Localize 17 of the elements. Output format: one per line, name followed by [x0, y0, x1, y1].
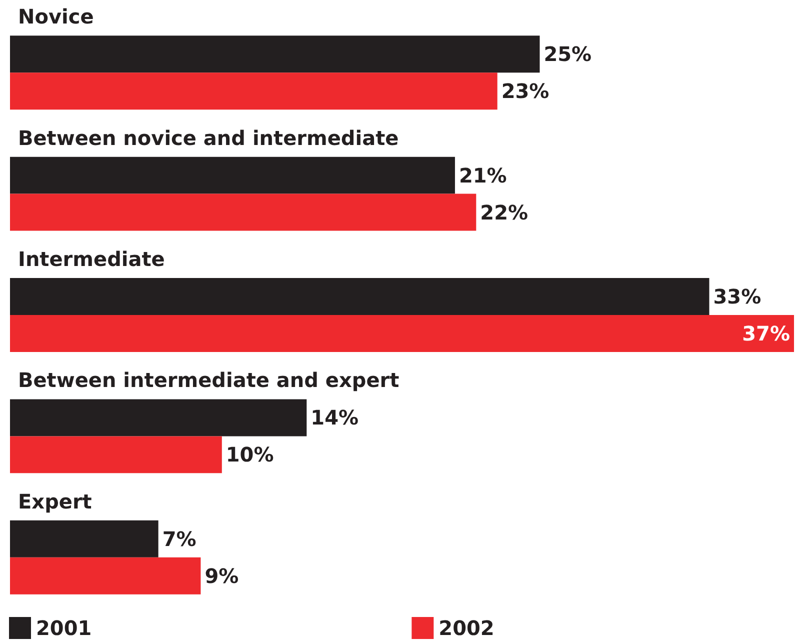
data-label: 23%	[501, 79, 550, 104]
data-label: 37%	[742, 321, 790, 346]
data-label: 14%	[310, 406, 359, 430]
y-tick-label: Novice	[18, 4, 94, 29]
data-label: 22%	[480, 200, 528, 224]
data-label: 25%	[544, 42, 592, 66]
data-label: 7%	[162, 526, 196, 551]
data-label: 10%	[226, 442, 274, 467]
data-label: 9%	[204, 564, 239, 588]
y-tick-label: Expert	[18, 489, 92, 514]
legend-label: 2002	[438, 616, 494, 640]
y-tick-label: Between novice and intermediate	[18, 126, 399, 150]
data-label: 33%	[713, 284, 762, 309]
y-tick-label: Intermediate	[18, 247, 165, 271]
data-label: 21%	[458, 163, 507, 188]
y-tick-label: Between intermediate and expert	[18, 368, 400, 392]
legend-label: 2001	[36, 616, 92, 640]
